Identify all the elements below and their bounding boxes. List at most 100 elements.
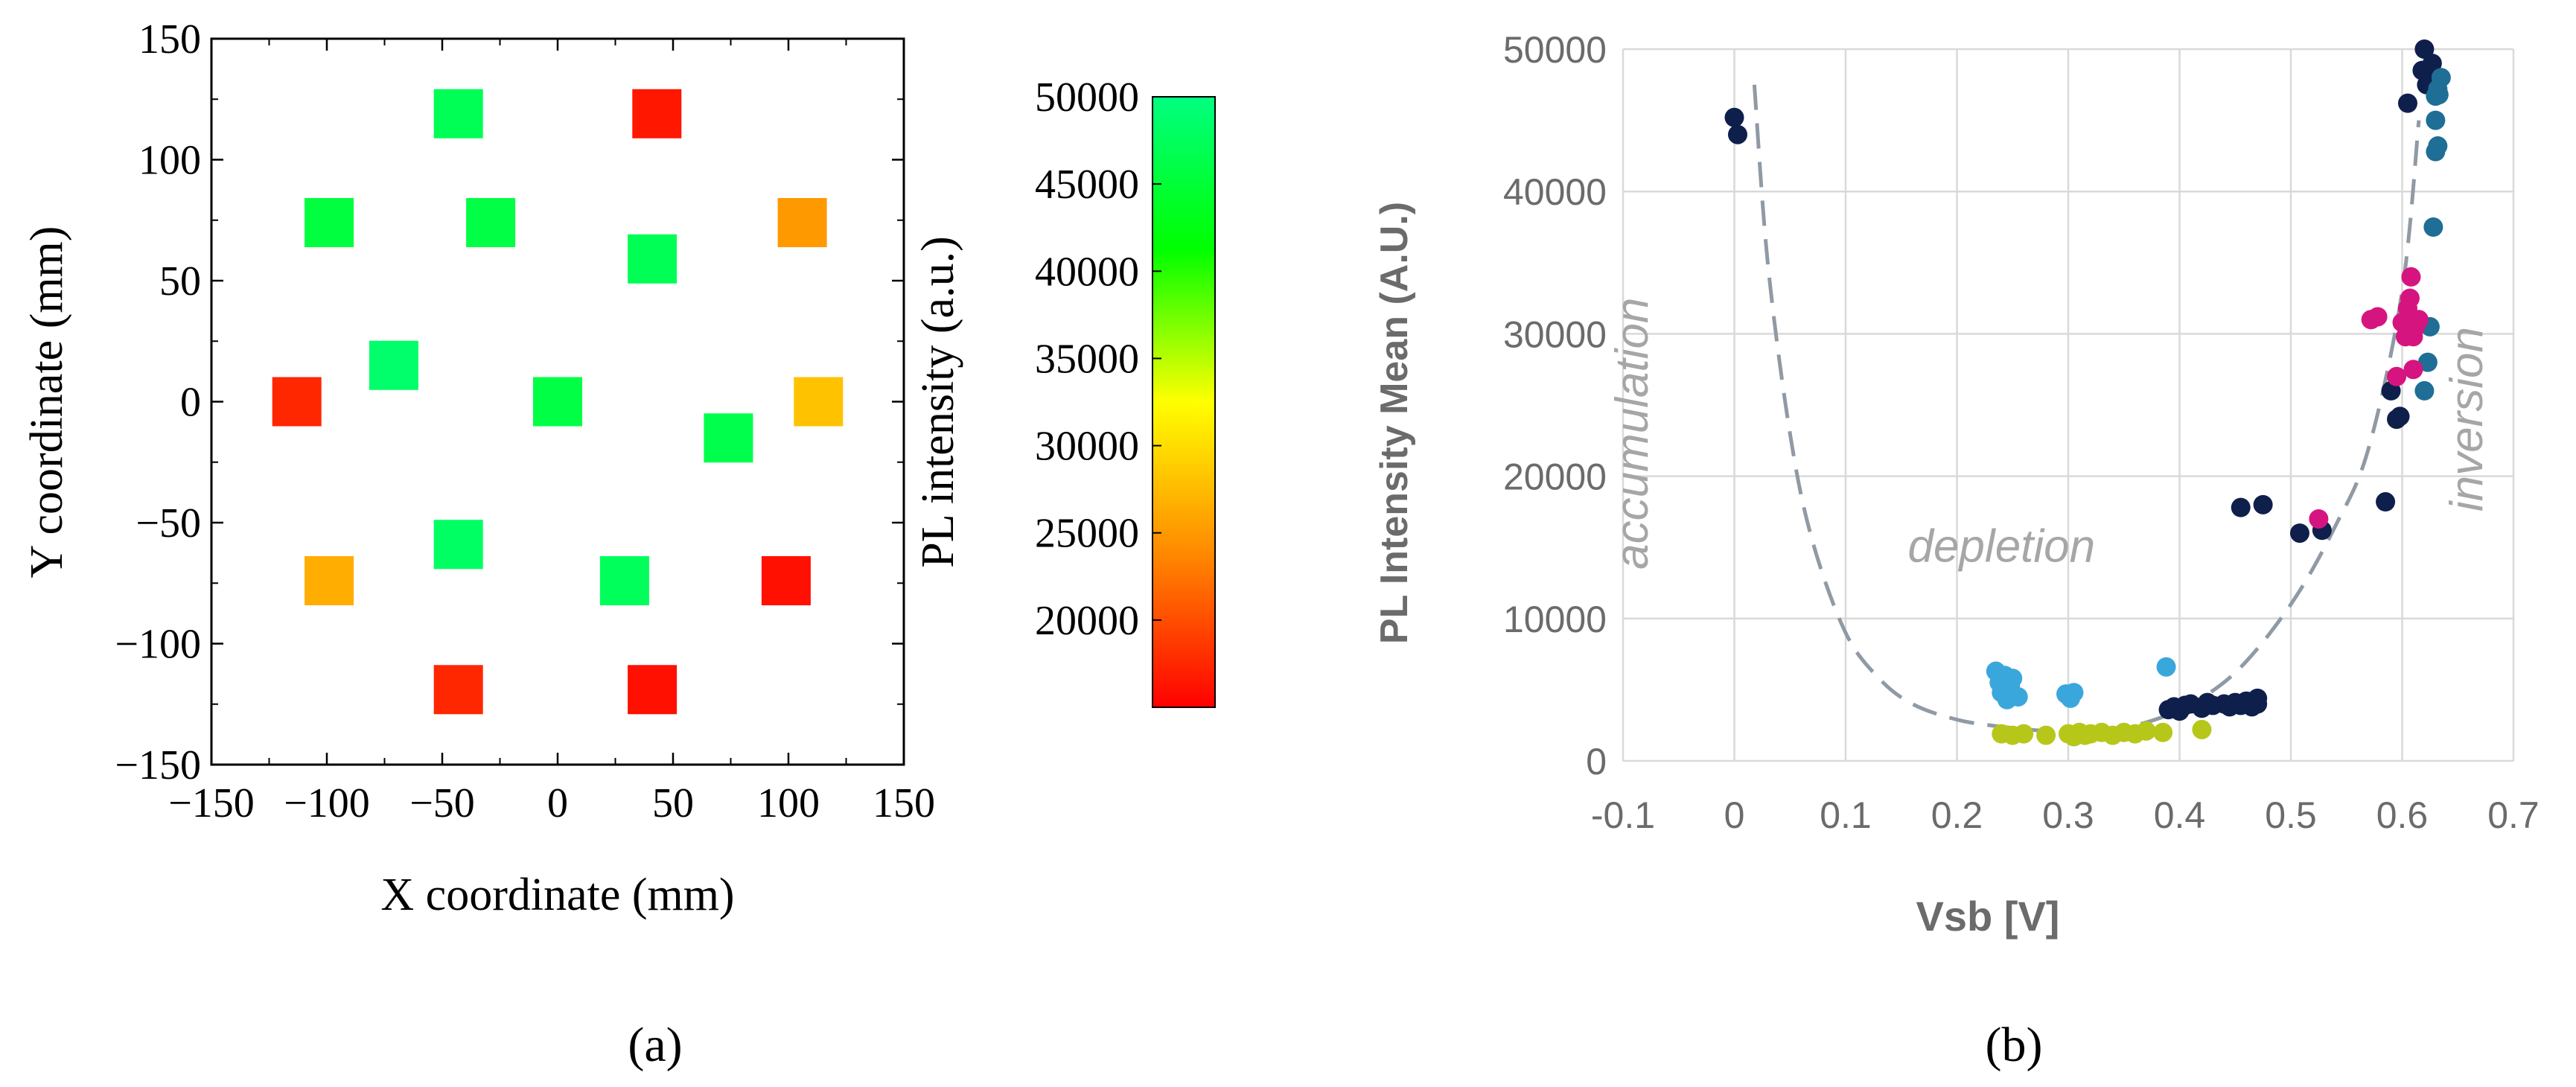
x-tick-label: 0.5 <box>2265 794 2317 836</box>
scatter-point <box>2309 509 2329 529</box>
annotation-accumulation: accumulation <box>1607 298 1658 570</box>
heatmap-cell <box>533 377 582 427</box>
heatmap-cell <box>628 234 678 284</box>
panel-a-label: (a) <box>628 1018 682 1072</box>
y-tick-label: −150 <box>115 742 201 788</box>
heatmap-xlabel: X coordinate (mm) <box>380 870 734 920</box>
colorbar-tick-label: 45000 <box>1035 162 1139 208</box>
scatter-point <box>2429 85 2449 105</box>
heatmap-cell <box>777 198 827 247</box>
scatter-point <box>2289 523 2309 544</box>
annotation-depletion: depletion <box>1907 520 2095 572</box>
scatter-point <box>2426 110 2446 130</box>
scatter-point <box>2414 380 2435 401</box>
scatter-point <box>2387 366 2407 386</box>
scatter-point <box>2136 721 2156 741</box>
heatmap-cell <box>599 556 649 605</box>
x-tick-label: 0.2 <box>1931 794 1983 836</box>
x-tick-label: 0.4 <box>2154 794 2206 836</box>
panel-a: −150 −100 −50 0 50 100 150 −150 −100 −50 0 50 100 150… <box>22 16 1216 1072</box>
scatter-xlabel: Vsb [V] <box>1916 893 2060 940</box>
scatter-point <box>2003 669 2023 689</box>
heatmap-cell <box>704 413 753 463</box>
scatter-point <box>2192 719 2212 739</box>
scatter-gridlines <box>1622 48 2515 762</box>
x-tick-label: 0.7 <box>2487 794 2540 836</box>
y-tick-label: 150 <box>138 16 201 63</box>
heatmap-axes: −150 −100 −50 0 50 100 150 −150 −100 −50 0 50 100 150 <box>115 16 935 826</box>
y-tick-label: 10000 <box>1503 599 1607 640</box>
heatmap-cell <box>433 665 483 715</box>
colorbar-tick-label: 20000 <box>1035 598 1139 644</box>
annotation-inversion: inversion <box>2441 327 2493 511</box>
heatmap-cell <box>632 89 682 138</box>
scatter-point <box>2417 352 2438 372</box>
panel-b-label: (b) <box>1986 1018 2043 1072</box>
scatter-point <box>2153 722 2173 742</box>
scatter-point <box>2390 407 2410 427</box>
x-tick-label: −100 <box>284 780 370 826</box>
colorbar-label: PL intensity (a.u.) <box>913 236 963 567</box>
heatmap-cell <box>305 198 354 247</box>
scatter-point <box>1727 124 1747 144</box>
scatter-ylabel: PL Intensity Mean (A.U.) <box>1373 202 1416 644</box>
heatmap-cell <box>433 89 483 138</box>
y-tick-label: 20000 <box>1503 456 1607 498</box>
x-tick-label: 0.6 <box>2376 794 2429 836</box>
scatter-point <box>2397 93 2417 113</box>
scatter-point <box>2064 683 2084 703</box>
scatter-point <box>2428 136 2448 156</box>
scatter-tick-labels: -0.1 0 0.1 0.2 0.3 0.4 0.5 0.6 0.7 0 10000 20000 300… <box>1503 29 2540 836</box>
scatter-point <box>2368 307 2388 327</box>
x-tick-label: 0.3 <box>2042 794 2094 836</box>
scatter-point <box>2156 657 2176 677</box>
heatmap-cell <box>466 198 516 247</box>
y-tick-label: −50 <box>136 500 201 546</box>
fit-curve <box>1752 84 2421 735</box>
scatter-point <box>2403 360 2423 380</box>
x-tick-label: 50 <box>652 780 694 826</box>
heatmap-cell <box>628 665 678 715</box>
scatter-point <box>2431 68 2451 88</box>
heatmap-cell <box>272 377 322 427</box>
y-tick-label: 40000 <box>1503 171 1607 213</box>
colorbar-tick-label: 30000 <box>1035 424 1139 470</box>
y-tick-label: 100 <box>138 138 201 184</box>
y-tick-label: 50000 <box>1503 29 1607 71</box>
scatter-annotations: accumulation depletion inversion <box>1607 298 2493 573</box>
scatter-point <box>2401 267 2421 287</box>
scatter-point <box>2408 310 2429 330</box>
x-tick-label: 0 <box>1724 794 1745 836</box>
heatmap-cell <box>369 340 418 390</box>
colorbar-tick-label: 35000 <box>1035 336 1139 382</box>
colorbar-ticks: 20000 25000 30000 35000 40000 45000 50000 <box>1035 74 1161 644</box>
heatmap-cell <box>433 520 483 570</box>
y-tick-label: −100 <box>115 622 201 668</box>
scatter-point <box>2376 492 2396 512</box>
x-tick-label: 0.1 <box>1820 794 1872 836</box>
scatter-point <box>2422 54 2442 74</box>
scatter-point <box>2423 217 2443 237</box>
scatter-points <box>1724 39 2451 747</box>
y-tick-label: 0 <box>180 380 201 426</box>
heatmap-cell <box>305 556 354 605</box>
scatter-point <box>2014 724 2034 744</box>
scatter-point <box>2008 686 2028 707</box>
scatter-point <box>2231 497 2251 517</box>
x-tick-label: −150 <box>168 780 255 826</box>
scatter-point <box>1724 107 1744 127</box>
x-tick-label: −50 <box>409 780 475 826</box>
colorbar <box>1152 96 1216 708</box>
scatter-point <box>2400 288 2420 308</box>
y-tick-label: 30000 <box>1503 313 1607 355</box>
colorbar-tick-label: 40000 <box>1035 249 1139 295</box>
x-tick-label: -0.1 <box>1591 794 1655 836</box>
heatmap-cell <box>794 377 844 427</box>
y-tick-label: 0 <box>1586 741 1607 782</box>
x-tick-label: 100 <box>757 780 820 826</box>
colorbar-tick-label: 50000 <box>1035 74 1139 121</box>
panel-b: -0.1 0 0.1 0.2 0.3 0.4 0.5 0.6 0.7 0 10000 20000 300… <box>1373 29 2540 1072</box>
x-tick-label: 150 <box>873 780 935 826</box>
heatmap-cell <box>761 556 811 605</box>
